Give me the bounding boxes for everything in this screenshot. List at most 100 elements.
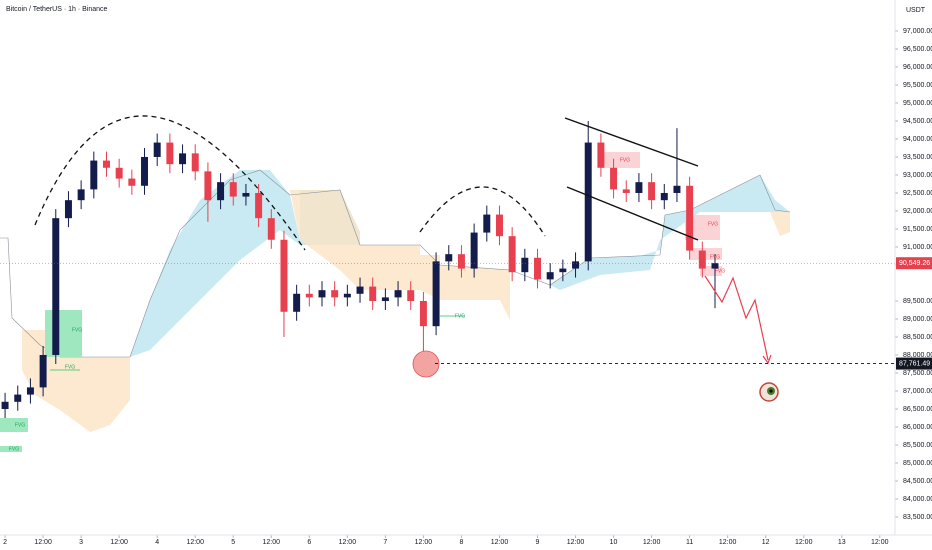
candle-body [698,250,706,269]
fvg-box [700,266,722,276]
channel-line [564,117,699,167]
candle-body [597,142,605,168]
axes: 97,000.00 96,500.00 96,000.00 95,500.00 95,0… [3,28,932,546]
y-tick-label: 89,000.00 [903,316,932,323]
candle-body [153,142,161,157]
candle-body [90,160,98,190]
candle-body [356,286,364,294]
candle-body [610,167,618,190]
x-tick-label: 11 [686,539,693,546]
fvg-label: FVG [620,157,630,163]
candle-body [394,290,402,298]
candle-body [343,293,351,298]
x-tick-label: 7 [383,539,387,546]
y-tick-label: 92,500.00 [903,190,932,197]
candle-body [229,182,237,197]
candle-body [191,153,199,172]
candle-body [1,401,9,409]
fvg-label: FVG [710,254,720,260]
fvg-label: FVG [9,446,19,452]
eye-pupil [769,389,773,393]
y-tick-label: 91,500.00 [903,226,932,233]
candles [1,120,719,418]
arc [419,186,546,237]
y-tick-label: 84,000.00 [903,496,932,503]
y-tick-label: 88,000.00 [903,352,932,359]
fvg-box [600,152,640,168]
candle-body [305,293,313,298]
y-tick-label: 95,000.00 [903,100,932,107]
x-tick-label: 2 [3,539,7,546]
x-tick-label: 13 [838,539,846,546]
y-tick-label: 95,500.00 [903,82,932,89]
candle-body [128,178,136,186]
candle-body [432,261,440,327]
candle-body [280,239,288,312]
x-tick-label: 12:00 [34,539,52,546]
candle-body [166,142,174,165]
candle-body [179,153,187,165]
y-tick-label: 93,000.00 [903,172,932,179]
x-tick-label: 12:00 [567,539,585,546]
y-tick-label: 89,500.00 [903,298,932,305]
fvg-label: FVG [455,313,465,319]
fvg-box [0,446,22,452]
cloud-blue [550,175,790,290]
x-tick-label: 6 [307,539,311,546]
candle-body [521,257,529,273]
x-tick-label: 3 [79,539,83,546]
fvg-label: FVG [15,422,25,428]
x-tick-label: 12:00 [643,539,661,546]
candle-body [103,160,110,168]
candle-body [115,167,123,179]
x-tick-label: 5 [231,539,235,546]
y-tick-label: 87,000.00 [903,388,932,395]
candle-body [331,290,339,298]
candle-body [141,156,149,186]
y-tick-label: 84,500.00 [903,478,932,485]
candle-body [369,286,377,301]
y-tick-label: 96,000.00 [903,64,932,71]
last-price-label: 90,549.26 [899,260,930,267]
x-tick-label: 12:00 [110,539,128,546]
candle-body [457,254,465,269]
cloud-orange [290,190,510,320]
candle-body [407,290,415,301]
x-tick-label: 8 [459,539,463,546]
x-tick-label: 4 [155,539,159,546]
y-tick-label: 97,000.00 [903,28,932,35]
candle-body [204,171,212,201]
candle-body [445,254,453,262]
candle-body [673,185,681,193]
ichimoku-cloud [0,169,791,432]
x-tick-label: 12 [762,539,770,546]
y-tick-label: 83,500.00 [903,514,932,521]
candle-body [64,200,72,219]
candle-body [470,232,478,269]
y-tick-label: 91,000.00 [903,244,932,251]
highlight-circle [412,350,440,378]
fvg-label: FVG [72,327,82,333]
candle-body [26,387,34,395]
candle-body [293,293,301,312]
fvg-box [690,248,722,260]
fvg-box [45,310,82,357]
y-tick-label: 86,500.00 [903,406,932,413]
candle-body [508,236,516,273]
y-tick-label: 85,000.00 [903,460,932,467]
candle-body [267,218,275,240]
x-tick-label: 12:00 [339,539,357,546]
candle-body [318,290,326,298]
x-tick-label: 12:00 [415,539,433,546]
x-tick-label: 12:00 [871,539,889,546]
y-tick-label: 93,500.00 [903,154,932,161]
y-tick-label: 96,500.00 [903,46,932,53]
drawings [34,115,779,402]
candle-body [635,182,643,193]
fvg-box [0,418,28,432]
candle-body [534,257,541,280]
candle-body [546,272,554,280]
x-tick-label: 10 [610,539,618,546]
candle-body [14,394,22,402]
